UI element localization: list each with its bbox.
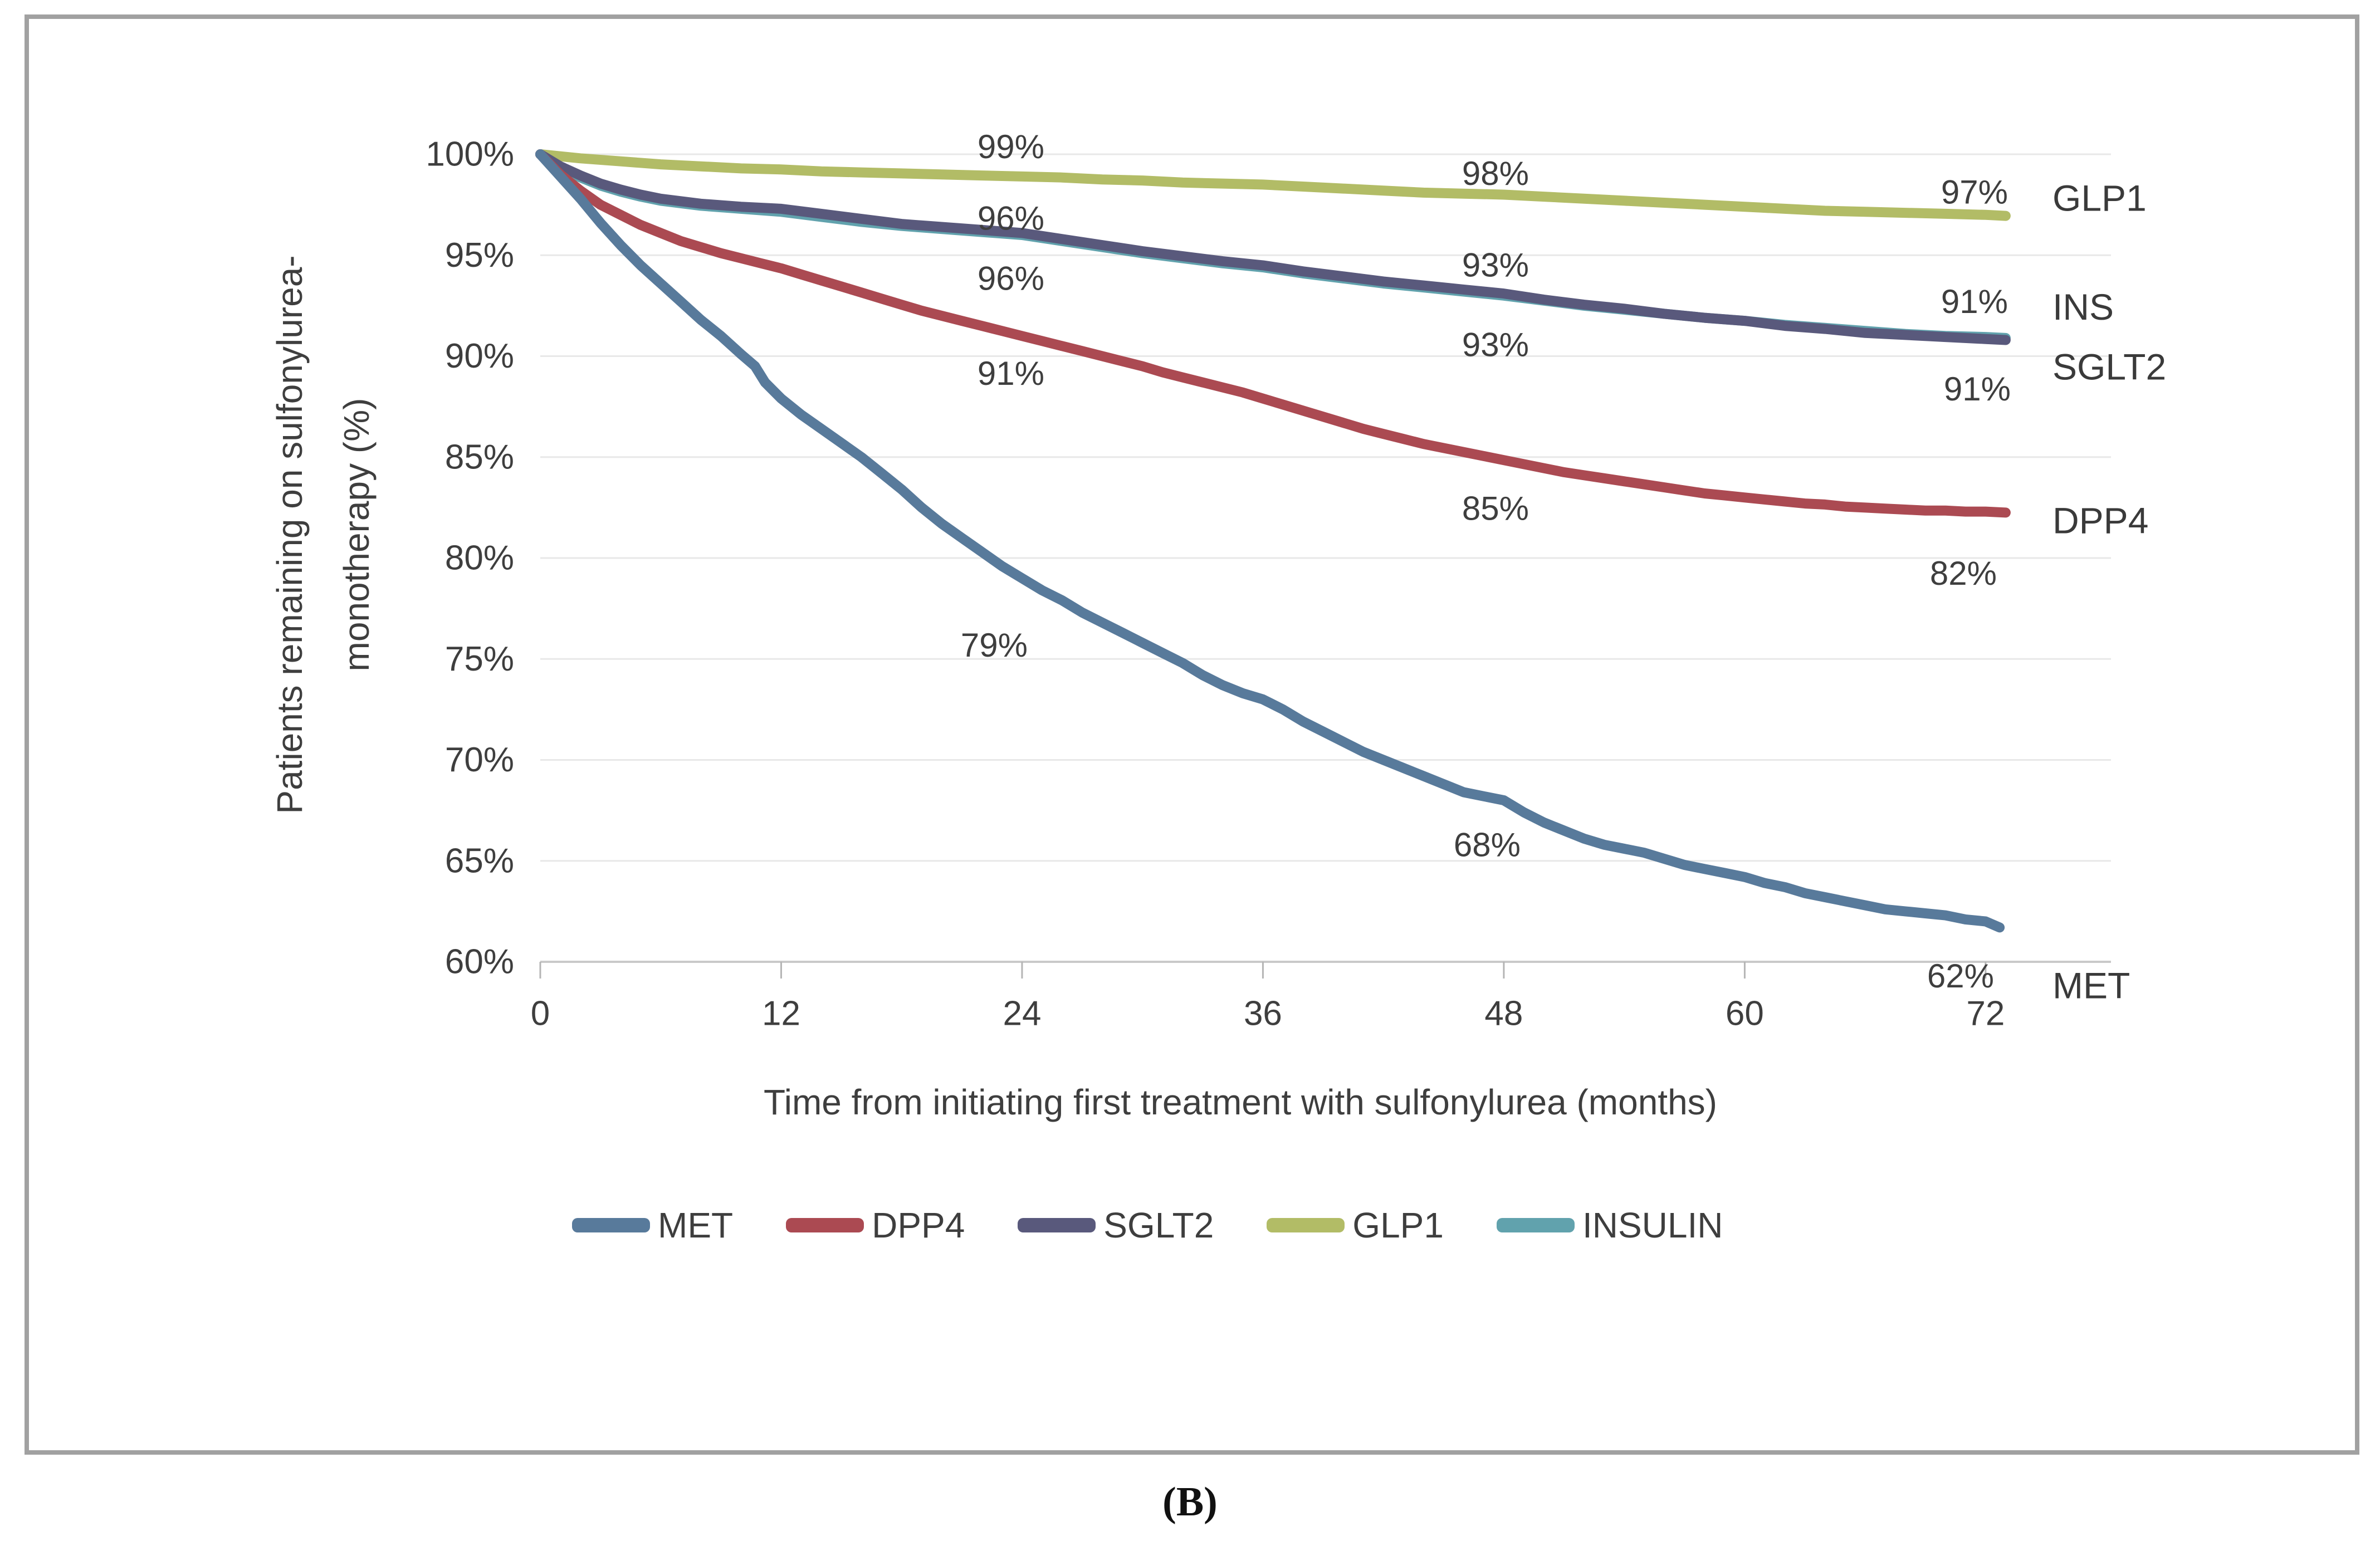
legend-label: GLP1	[1352, 1205, 1444, 1245]
series-end-label-INSULIN: INS	[2052, 286, 2114, 327]
data-label-DPP4: 85%	[1462, 490, 1529, 527]
data-label-DPP4: 91%	[978, 355, 1044, 392]
legend-item-GLP1: GLP1	[1267, 1205, 1444, 1246]
x-tick-label: 24	[1003, 995, 1041, 1033]
y-tick-label: 95%	[445, 236, 514, 275]
x-tick-label: 48	[1484, 995, 1523, 1033]
y-tick-label: 80%	[445, 539, 514, 578]
legend-item-SGLT2: SGLT2	[1018, 1205, 1214, 1246]
x-tick-label: 72	[1966, 995, 2005, 1033]
data-label-GLP1: 98%	[1462, 155, 1529, 192]
y-tick-label: 70%	[445, 741, 514, 779]
x-tick-label: 36	[1244, 995, 1282, 1033]
data-label-SGLT2: 93%	[1462, 326, 1529, 363]
legend-swatch-INSULIN	[1496, 1218, 1575, 1232]
legend-item-INSULIN: INSULIN	[1496, 1205, 1723, 1246]
data-label-INSULIN: 93%	[1462, 246, 1529, 283]
x-tick-label: 0	[531, 995, 550, 1033]
x-tick-label: 60	[1726, 995, 1764, 1033]
series-end-label-GLP1: GLP1	[2052, 178, 2147, 219]
legend-swatch-GLP1	[1267, 1218, 1345, 1232]
data-label-GLP1: 99%	[978, 128, 1044, 165]
data-label-INSULIN: 96%	[978, 200, 1044, 237]
legend: MET DPP4 SGLT2 GLP1 INSULIN	[572, 1204, 1776, 1246]
y-tick-label: 100%	[426, 135, 514, 174]
legend-label: DPP4	[872, 1205, 965, 1245]
series-line-MET	[535, 149, 2005, 933]
y-axis-title-line1: Patients remaining on sulfonylurea-	[270, 255, 310, 814]
data-label-MET: 68%	[1454, 826, 1521, 864]
legend-label: MET	[658, 1205, 734, 1245]
chart-figure: 100% 95% 90% 85% 80% 75% 70% 65% 60% 0 12 24 36 48 60 7…	[25, 14, 2359, 1455]
data-label-MET: 62%	[1927, 957, 1994, 995]
series-end-label-MET: MET	[2052, 965, 2130, 1006]
series-end-label-SGLT2: SGLT2	[2052, 346, 2166, 388]
y-tick-label: 75%	[445, 640, 514, 678]
x-axis-title: Time from initiating first treatment wit…	[764, 1082, 1717, 1122]
data-label-GLP1: 97%	[1941, 173, 2008, 211]
legend-item-MET: MET	[572, 1205, 733, 1246]
legend-label: SGLT2	[1103, 1205, 1214, 1245]
data-label-SGLT2: 91%	[1944, 370, 2011, 408]
figure-caption: (B)	[1162, 1479, 1218, 1525]
y-axis-title-line2: monotherapy (%)	[336, 398, 377, 672]
series-line-GLP1	[535, 149, 2011, 221]
x-tick-label: 12	[762, 995, 800, 1033]
data-label-MET: 79%	[961, 627, 1028, 664]
data-label-SGLT2: 96%	[978, 260, 1044, 297]
series-end-label-DPP4: DPP4	[2052, 500, 2148, 541]
y-tick-label: 65%	[445, 842, 514, 880]
legend-label: INSULIN	[1582, 1205, 1723, 1245]
data-label-INSULIN: 91%	[1941, 283, 2008, 320]
data-label-DPP4: 82%	[1930, 555, 1997, 592]
legend-swatch-DPP4	[786, 1218, 864, 1232]
legend-swatch-SGLT2	[1018, 1218, 1096, 1232]
y-tick-label: 60%	[445, 943, 514, 981]
y-axis-title: Patients remaining on sulfonylurea- mono…	[256, 255, 390, 814]
series-line-SGLT2	[535, 149, 2011, 345]
legend-item-DPP4: DPP4	[786, 1205, 965, 1246]
series-line-DPP4	[535, 149, 2011, 518]
y-tick-label: 90%	[445, 337, 514, 375]
line-chart: 100% 95% 90% 85% 80% 75% 70% 65% 60% 0 12 24 36 48 60 7…	[426, 128, 2166, 1033]
legend-swatch-MET	[572, 1218, 650, 1232]
y-tick-label: 85%	[445, 438, 514, 476]
